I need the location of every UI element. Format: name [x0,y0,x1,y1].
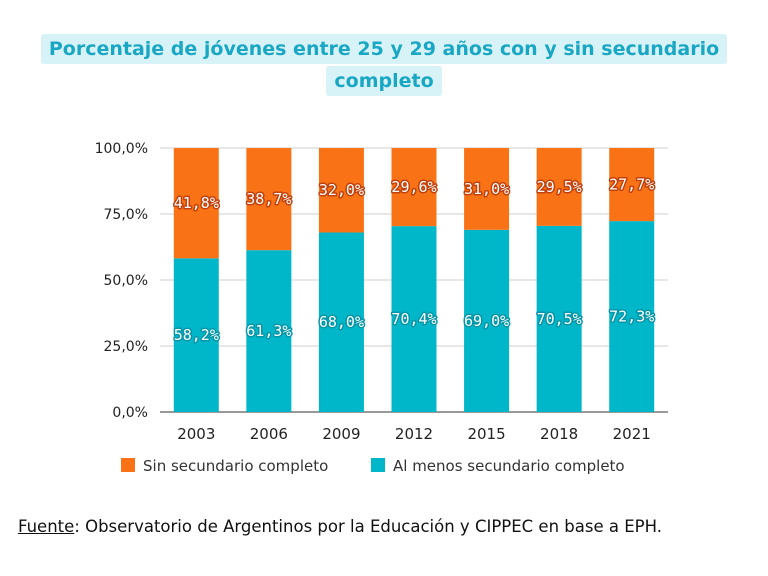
data-label-secundario: 68,0% [319,313,364,331]
bar-secundario-2009 [318,232,364,412]
bar-secundario-2003 [173,258,219,412]
bar-secundario-2015 [464,229,510,412]
data-label-secundario: 72,3% [609,308,654,326]
legend-swatch-secundario [371,458,385,472]
x-tick-label: 2009 [322,425,360,443]
x-tick-label: 2006 [250,425,288,443]
bar-sin-secundario-2012 [391,148,437,227]
stacked-bar-chart: 0,0% 25,0% 50,0% 75,0% 100,0% 58,2% 41,8% 2003 6… [95,141,668,475]
legend-swatch-sin-secundario [121,458,135,472]
y-tick-label: 100,0% [95,141,148,157]
x-tick-label: 2021 [613,425,651,443]
data-label-sin-secundario: 32,0% [319,181,364,199]
y-tick-label: 25,0% [104,339,148,355]
data-label-sin-secundario: 41,8% [174,194,219,212]
chart-title-line-2: completo [326,66,442,96]
data-label-secundario: 70,4% [391,310,436,328]
bar-secundario-2012 [391,226,437,412]
bar-sin-secundario-2006 [246,148,292,251]
data-label-secundario: 61,3% [246,322,291,340]
bar-sin-secundario-2015 [464,148,510,230]
y-tick-label: 50,0% [104,273,148,289]
data-label-sin-secundario: 27,7% [609,176,654,194]
bar-secundario-2006 [246,250,292,412]
source-text: : Observatorio de Argentinos por la Educ… [74,517,662,536]
y-tick-label: 75,0% [104,207,148,223]
bar-sin-secundario-2003 [173,148,219,259]
data-label-sin-secundario: 31,0% [464,180,509,198]
bar-secundario-2021 [609,221,655,412]
x-tick-label: 2015 [467,425,505,443]
data-label-sin-secundario: 29,6% [391,178,436,196]
bar-secundario-2018 [536,225,582,412]
chart-title-line-1: Porcentaje de jóvenes entre 25 y 29 años… [40,34,728,64]
data-label-secundario: 58,2% [174,326,219,344]
data-label-sin-secundario: 38,7% [246,190,291,208]
y-tick-label: 0,0% [112,405,148,421]
data-label-secundario: 69,0% [464,312,509,330]
x-tick-label: 2018 [540,425,578,443]
legend-label-secundario: Al menos secundario completo [393,457,625,475]
data-label-sin-secundario: 29,5% [537,178,582,196]
source-label: Fuente [18,517,75,536]
data-label-secundario: 70,5% [537,310,582,328]
bar-sin-secundario-2009 [318,148,364,233]
x-tick-label: 2003 [177,425,215,443]
bar-sin-secundario-2021 [609,148,655,222]
x-tick-label: 2012 [395,425,433,443]
chart-title: Porcentaje de jóvenes entre 25 y 29 años… [0,33,768,97]
source-note: Fuente: Observatorio de Argentinos por l… [18,517,758,536]
legend-label-sin-secundario: Sin secundario completo [143,457,328,475]
bar-sin-secundario-2018 [536,148,582,226]
